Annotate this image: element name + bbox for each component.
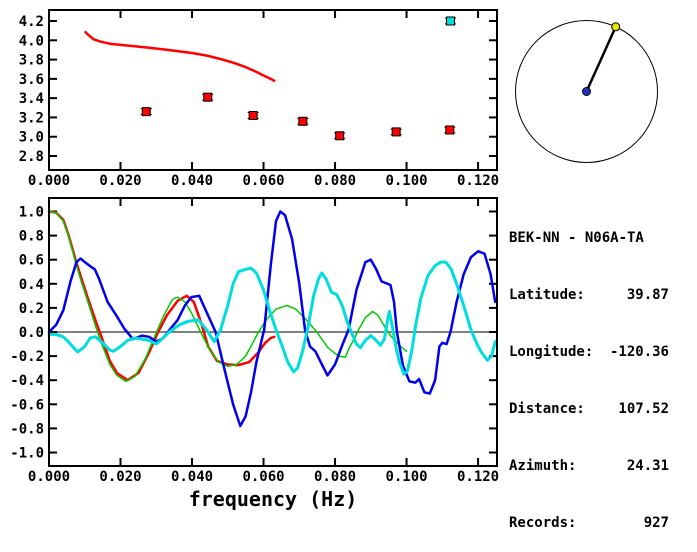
info-row-longitude: Longitude: -120.36 [509,343,669,362]
station-pair-panel: BEK-NN - N06A-TA Latitude: 39.87 Longitud… [509,191,669,552]
info-row-records: Records: 927 [509,514,669,533]
latitude-value: 39.87 [626,287,669,303]
dispersion-plot: 0.000 0.020 0.040 0.060 0.080 0.100 0.120 2.8 3.… [19,9,499,189]
x-tick-label: 0.040 [171,173,213,189]
longitude-value: -120.36 [609,344,669,360]
x-tick-label: 0.120 [457,469,499,485]
measured-points-marker [445,125,455,135]
dial-circle [515,20,658,163]
x-tick-label: 0.020 [99,469,141,485]
y-tick-label: 0.0 [19,325,44,341]
dial-azimuth-dot [611,22,621,32]
y-tick-label: 0.2 [19,301,44,317]
info-row-latitude: Latitude: 39.87 [509,286,669,305]
x-tick-label: 0.060 [242,173,284,189]
x-tick-label: 0.100 [385,469,427,485]
info-row-azimuth: Azimuth: 24.31 [509,457,669,476]
records-value: 927 [643,515,669,531]
x-tick-label: 0.100 [385,173,427,189]
y-tick-label: -0.4 [10,373,44,389]
records-label: Records: [509,515,577,531]
x-tick-label: 0.080 [314,469,356,485]
y-tick-label: 0.4 [19,277,44,293]
y-tick-label: -1.0 [10,446,44,462]
x-tick-label: 0.080 [314,173,356,189]
y-tick-label: 0.8 [19,229,44,245]
x-tick-label: 0.060 [242,469,284,485]
measured-points-marker [141,107,151,117]
plot-window: { "colors": { "red": "#ff0000", "green":… [10,9,669,531]
x-tick-label: 0.040 [171,469,213,485]
dispersion-model-curve [84,30,276,83]
correlation-frame [48,197,498,467]
measured-points-marker [203,92,213,102]
dispersion-frame [48,9,498,171]
y-tick-label: -0.6 [10,397,44,413]
y-tick-label: 3.4 [19,91,44,107]
x-tick-label: 0.020 [99,173,141,189]
info-row-distance: Distance: 107.52 [509,400,669,419]
x-tick-label: 0.120 [457,173,499,189]
x-tick-label: 0.000 [28,173,70,189]
longitude-label: Longitude: [509,344,594,360]
distance-value: 107.52 [618,401,669,417]
x-tick-label: 0.000 [28,469,70,485]
y-tick-label: 2.8 [19,149,44,165]
outlier-point-marker [446,16,456,26]
y-tick-label: 3.8 [19,53,44,69]
y-tick-label: 3.0 [19,130,44,146]
station-pair-title: BEK-NN - N06A-TA [509,230,644,246]
distance-label: Distance: [509,401,585,417]
correlation-blue-curve [47,210,497,428]
dial-needle [585,26,617,93]
correlation-cyan-curve [47,260,497,376]
correlation-red-curve [47,210,276,382]
y-tick-label: 3.6 [19,72,44,88]
y-tick-label: 3.2 [19,110,44,126]
seismic-figure: 0.000 0.020 0.040 0.060 0.080 0.100 0.120 2.8 3.… [10,9,658,511]
correlation-plot: 0.000 0.020 0.040 0.060 0.080 0.100 0.120 -1.0 -… [10,197,499,511]
y-tick-label: -0.2 [10,349,44,365]
dial-center-dot [582,87,591,96]
measured-points-marker [248,111,258,121]
y-tick-label: 1.0 [19,204,44,220]
measured-points-marker [335,131,345,141]
correlation-green-curve [48,210,408,383]
y-tick-label: 0.6 [19,253,44,269]
y-tick-label: 4.2 [19,14,44,30]
azimuth-dial [515,20,658,163]
azimuth-label: Azimuth: [509,458,577,474]
azimuth-value: 24.31 [626,458,669,474]
y-tick-label: 4.0 [19,33,44,49]
y-tick-label: -0.8 [10,421,44,437]
measured-points-marker [391,127,401,137]
x-axis-title: frequency (Hz) [189,487,358,511]
latitude-label: Latitude: [509,287,585,303]
measured-points-marker [298,116,308,126]
